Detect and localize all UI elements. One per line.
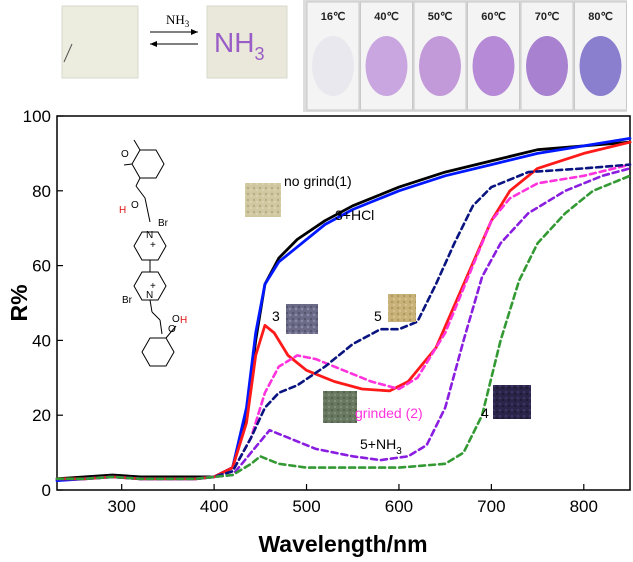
label-grinded: grinded (2) — [355, 405, 423, 421]
x-tick-label-400: 400 — [200, 497, 228, 516]
label-3: 3 — [272, 308, 280, 324]
charge-2: + — [150, 281, 156, 292]
x-tick-label-600: 600 — [385, 497, 413, 516]
atom-o-3: O — [168, 324, 176, 335]
x-tick-label-500: 500 — [292, 497, 320, 516]
y-tick-label-20: 20 — [32, 406, 51, 425]
nh3-switch-inset: NH3 NH3 — [61, 5, 288, 79]
curve-annotations: no grind(1) 3+HCl 3 5 grinded (2) 4 5+NH… — [272, 173, 489, 457]
bromide-2: Br — [122, 295, 133, 306]
y-tick-label-80: 80 — [32, 182, 51, 201]
upper-pyridinium-ring — [133, 231, 167, 261]
y-axis-ticks: 0 20 40 60 80 100 — [23, 107, 63, 500]
label-no-grind: no grind(1) — [284, 173, 352, 189]
vial-temp-label-1: 40℃ — [374, 11, 399, 23]
vial-temp-label-0: 16℃ — [321, 11, 346, 23]
charge-1: + — [150, 240, 156, 251]
powder-photos — [245, 183, 531, 423]
x-tick-label-700: 700 — [477, 497, 505, 516]
series-layer — [55, 137, 632, 482]
powder-photo-grinded — [323, 391, 357, 423]
vial-temp-label-4: 70℃ — [535, 11, 560, 23]
atom-n-2: N — [146, 290, 153, 301]
x-axis-ticks: 300 400 500 600 700 800 — [108, 484, 598, 516]
label-4: 4 — [481, 405, 489, 421]
arrow-label: NH3 — [166, 12, 190, 29]
lower-pyridinium-ring — [133, 271, 167, 301]
molecule-atom-labels: O H O N + Br N + Br O O H — [119, 149, 187, 335]
vial-row: 16℃ 40℃ 50℃ 60℃ 70℃ 80℃ — [306, 1, 627, 111]
vial-solution-0 — [312, 36, 354, 96]
x-tick-label-300: 300 — [108, 497, 136, 516]
y-axis-title: R% — [6, 284, 32, 321]
vial-temp-label-3: 60℃ — [481, 11, 506, 23]
y-tick-label-100: 100 — [23, 107, 51, 126]
vial-solution-1 — [365, 36, 408, 96]
y-tick-label-60: 60 — [32, 257, 51, 276]
x-tick-label-800: 800 — [570, 497, 598, 516]
label-3-hcl: 3+HCl — [335, 207, 374, 223]
vial-temp-label-2: 50℃ — [428, 11, 453, 23]
molecule-structure — [123, 139, 177, 367]
reversible-arrows — [150, 29, 198, 47]
atom-n-1: N — [146, 230, 153, 241]
y-tick-label-40: 40 — [32, 331, 51, 350]
paper-before-image — [61, 5, 139, 79]
powder-photo-no-grind — [245, 183, 281, 217]
atom-o-1: O — [121, 149, 129, 160]
powder-photo-4 — [493, 385, 531, 419]
vial-solution-5 — [579, 36, 622, 96]
paper-before-mark — [63, 43, 73, 63]
label-5: 5 — [374, 308, 382, 324]
powder-photo-3 — [286, 304, 318, 334]
atom-o-2: O — [131, 200, 139, 211]
atom-h-1: H — [119, 205, 126, 216]
powder-photo-5 — [388, 294, 416, 322]
atom-h-2: H — [180, 315, 187, 326]
vial-solution-4 — [526, 36, 568, 96]
atom-o-4: O — [172, 314, 180, 325]
temperature-vials-inset: 16℃ 40℃ 50℃ 60℃ 70℃ 80℃ — [303, 0, 627, 112]
plot-area: 300 400 500 600 700 800 0 20 40 60 80 100 Waveleng… — [6, 107, 632, 557]
series-line-4 — [55, 174, 632, 481]
bromide-1: Br — [158, 218, 169, 229]
paper-after-image — [206, 5, 288, 79]
vial-solution-3 — [472, 36, 515, 96]
written-nh3: NH3 — [214, 27, 264, 64]
x-axis-title: Wavelength/nm — [258, 531, 427, 557]
vial-solution-2 — [419, 36, 461, 96]
label-5-nh3: 5+NH3 — [360, 436, 402, 457]
y-tick-label-0: 0 — [42, 481, 51, 500]
vial-temp-label-5: 80℃ — [588, 11, 613, 23]
